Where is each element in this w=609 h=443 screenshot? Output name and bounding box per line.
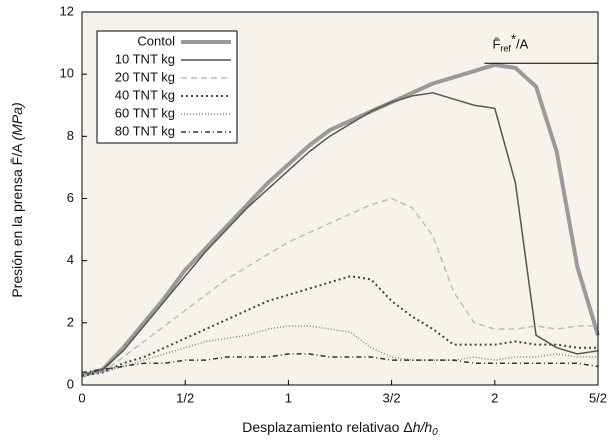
- y-tick-label: 6: [67, 190, 74, 205]
- x-label-text: Desplazamiento relativao Δ: [242, 419, 412, 435]
- x-tick-label: 0: [78, 390, 85, 405]
- annotation-tail: /A: [516, 37, 529, 52]
- y-tick-label: 0: [67, 376, 74, 391]
- y-tick-label: 10: [60, 66, 74, 81]
- annotation-base: F̄: [492, 37, 500, 52]
- annotation-sup: *: [511, 32, 516, 47]
- y-tick-label: 8: [67, 128, 74, 143]
- y-tick-label: 12: [60, 3, 74, 18]
- y-tick-label: 4: [67, 252, 74, 267]
- x-tick-label: 3/2: [383, 390, 401, 405]
- x-axis-label: Desplazamiento relativao Δh/h0: [242, 419, 438, 438]
- legend-label: 60 TNT kg: [115, 105, 175, 120]
- series-line: [81, 197, 598, 377]
- plot-frame: [81, 11, 599, 386]
- series-line: [81, 62, 600, 378]
- y-label-italic: (MPa): [9, 102, 25, 140]
- annotation: F̄ref*/A: [492, 32, 528, 54]
- series-line: [81, 275, 598, 377]
- x-tick-label: 2: [491, 390, 498, 405]
- x-tick-label: 1: [285, 390, 292, 405]
- y-tick-label: 2: [67, 314, 74, 329]
- legend-label: Contol: [137, 33, 175, 48]
- y-axis-label: Presión en la prensa F̄/A (MPa): [9, 102, 25, 297]
- series-line: [81, 92, 599, 377]
- legend-box: [96, 30, 238, 144]
- x-label-sub: 0: [432, 427, 438, 438]
- legend-label: 80 TNT kg: [115, 123, 175, 138]
- y-label-text: Presión en la prensa F̄/A: [9, 140, 25, 297]
- legend-label: 10 TNT kg: [115, 51, 175, 66]
- series-line: [81, 353, 599, 374]
- x-tick-label: 1/2: [176, 390, 194, 405]
- x-label-italic: h/h: [413, 419, 433, 435]
- legend-label: 20 TNT kg: [115, 69, 175, 84]
- legend-label: 40 TNT kg: [115, 87, 175, 102]
- annotation-sub: ref: [500, 44, 511, 54]
- x-tick-label: 5/2: [589, 390, 607, 405]
- series-line: [82, 325, 598, 374]
